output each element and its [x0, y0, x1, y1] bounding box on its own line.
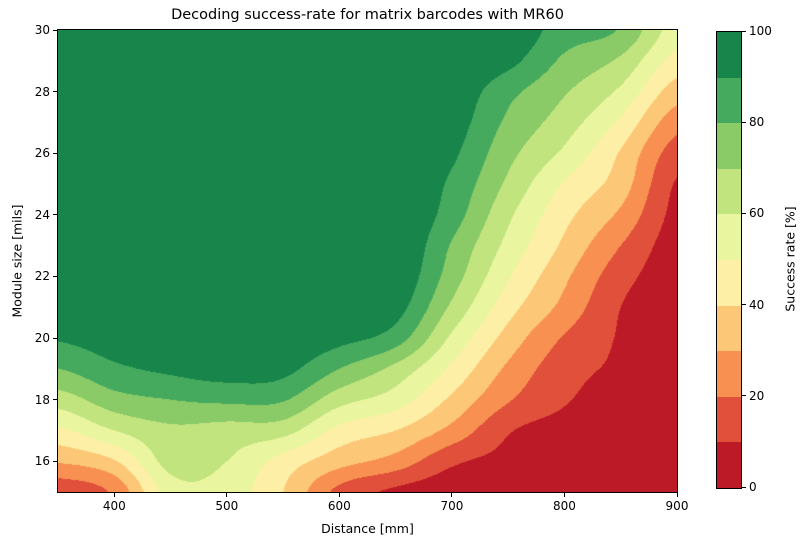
y-axis-tick	[53, 152, 57, 154]
colorbar-tick	[742, 30, 746, 32]
y-axis-tick	[53, 29, 57, 31]
y-tick-label: 30	[34, 23, 50, 37]
x-tick-label: 800	[553, 499, 576, 513]
colorbar-segment	[717, 351, 741, 397]
y-tick-label: 24	[34, 207, 50, 222]
chart-title: Decoding success-rate for matrix barcode…	[171, 7, 564, 23]
contour-plot-canvas	[58, 30, 677, 492]
y-tick-label: 22	[34, 269, 50, 284]
colorbar-tick-label: 80	[749, 115, 765, 130]
y-axis-tick	[53, 399, 57, 401]
x-tick-label: 600	[327, 499, 351, 513]
colorbar-segment	[717, 123, 741, 169]
x-tick-label: 500	[215, 499, 239, 513]
x-axis-tick	[676, 493, 678, 497]
x-axis-label: Distance [mm]	[321, 521, 414, 536]
colorbar-label: Success rate [%]	[782, 206, 798, 312]
y-axis-tick	[53, 337, 57, 339]
y-tick-label: 28	[34, 84, 50, 99]
colorbar-tick	[742, 304, 746, 306]
x-axis-tick	[338, 493, 340, 497]
x-axis-tick	[226, 493, 228, 497]
x-tick-label: 900	[665, 499, 689, 513]
y-tick-label: 26	[34, 146, 50, 161]
colorbar-segment	[717, 259, 741, 306]
colorbar-segment	[717, 168, 741, 215]
y-axis-label: Module size [mils]	[9, 204, 25, 318]
y-axis-tick	[53, 275, 57, 277]
colorbar-tick-label: 60	[749, 206, 765, 221]
x-axis-tick	[113, 493, 115, 497]
x-axis-tick	[451, 493, 453, 497]
colorbar-segment	[717, 32, 741, 78]
colorbar-segment	[717, 77, 741, 124]
colorbar-tick-label: 100	[749, 24, 772, 38]
plot-area	[57, 29, 678, 493]
x-tick-label: 700	[440, 499, 464, 513]
colorbar-tick	[742, 486, 746, 488]
y-axis-tick	[53, 91, 57, 93]
colorbar-tick	[742, 121, 746, 123]
colorbar-tick	[742, 395, 746, 397]
colorbar-segment	[717, 214, 741, 260]
colorbar-tick	[742, 212, 746, 214]
y-axis-tick	[53, 460, 57, 462]
colorbar-segment	[717, 396, 741, 443]
x-axis-tick	[563, 493, 565, 497]
colorbar-tick-label: 40	[749, 297, 765, 312]
colorbar-tick-label: 0	[749, 480, 757, 494]
colorbar	[716, 31, 742, 489]
y-tick-label: 20	[34, 331, 50, 345]
colorbar-tick-label: 20	[749, 388, 765, 403]
colorbar-segment	[717, 305, 741, 352]
colorbar-segment	[717, 442, 741, 488]
y-tick-label: 18	[34, 392, 50, 407]
x-tick-label: 400	[102, 499, 126, 513]
y-axis-tick	[53, 214, 57, 216]
y-tick-label: 16	[34, 454, 50, 469]
